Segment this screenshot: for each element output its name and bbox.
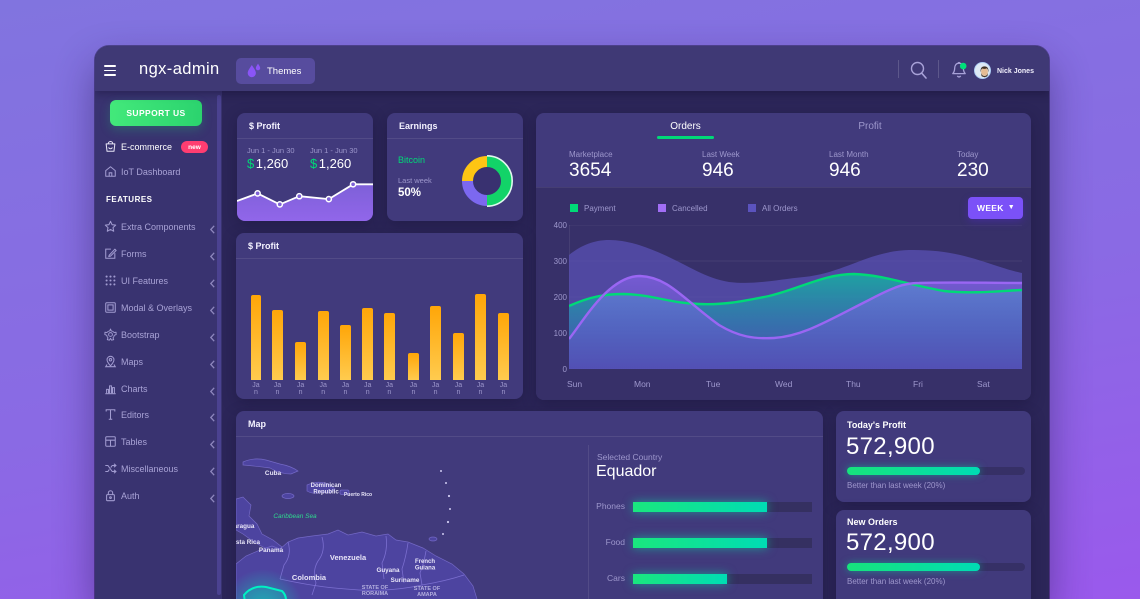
svg-text:Caribbean Sea: Caribbean Sea [273, 513, 317, 520]
svg-text:osta Rica: osta Rica [236, 539, 260, 546]
svg-text:Panama: Panama [259, 547, 284, 554]
svg-text:Colombia: Colombia [292, 573, 327, 582]
svg-text:Suriname: Suriname [391, 577, 420, 584]
svg-text:Puerto Rico: Puerto Rico [344, 492, 372, 498]
svg-text:Cuba: Cuba [265, 470, 282, 477]
svg-text:Venezuela: Venezuela [330, 553, 367, 562]
svg-text:STATE OF: STATE OF [414, 586, 441, 592]
svg-text:Guiana: Guiana [415, 566, 436, 572]
svg-text:Dominican: Dominican [311, 483, 342, 489]
svg-text:STATE OF: STATE OF [362, 585, 389, 591]
svg-text:RORAIMA: RORAIMA [362, 591, 388, 597]
svg-text:Guyana: Guyana [376, 567, 400, 574]
svg-text:Republic: Republic [313, 490, 339, 496]
svg-text:French: French [415, 559, 435, 565]
svg-text:AMAPA: AMAPA [417, 592, 437, 598]
